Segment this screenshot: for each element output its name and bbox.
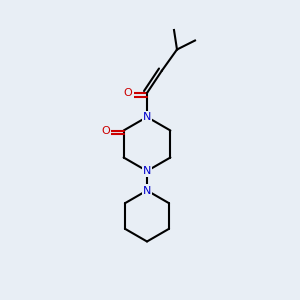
Text: N: N [143, 185, 151, 196]
Text: O: O [101, 125, 110, 136]
Text: N: N [143, 112, 151, 122]
Text: N: N [143, 166, 151, 176]
Text: O: O [124, 88, 133, 98]
